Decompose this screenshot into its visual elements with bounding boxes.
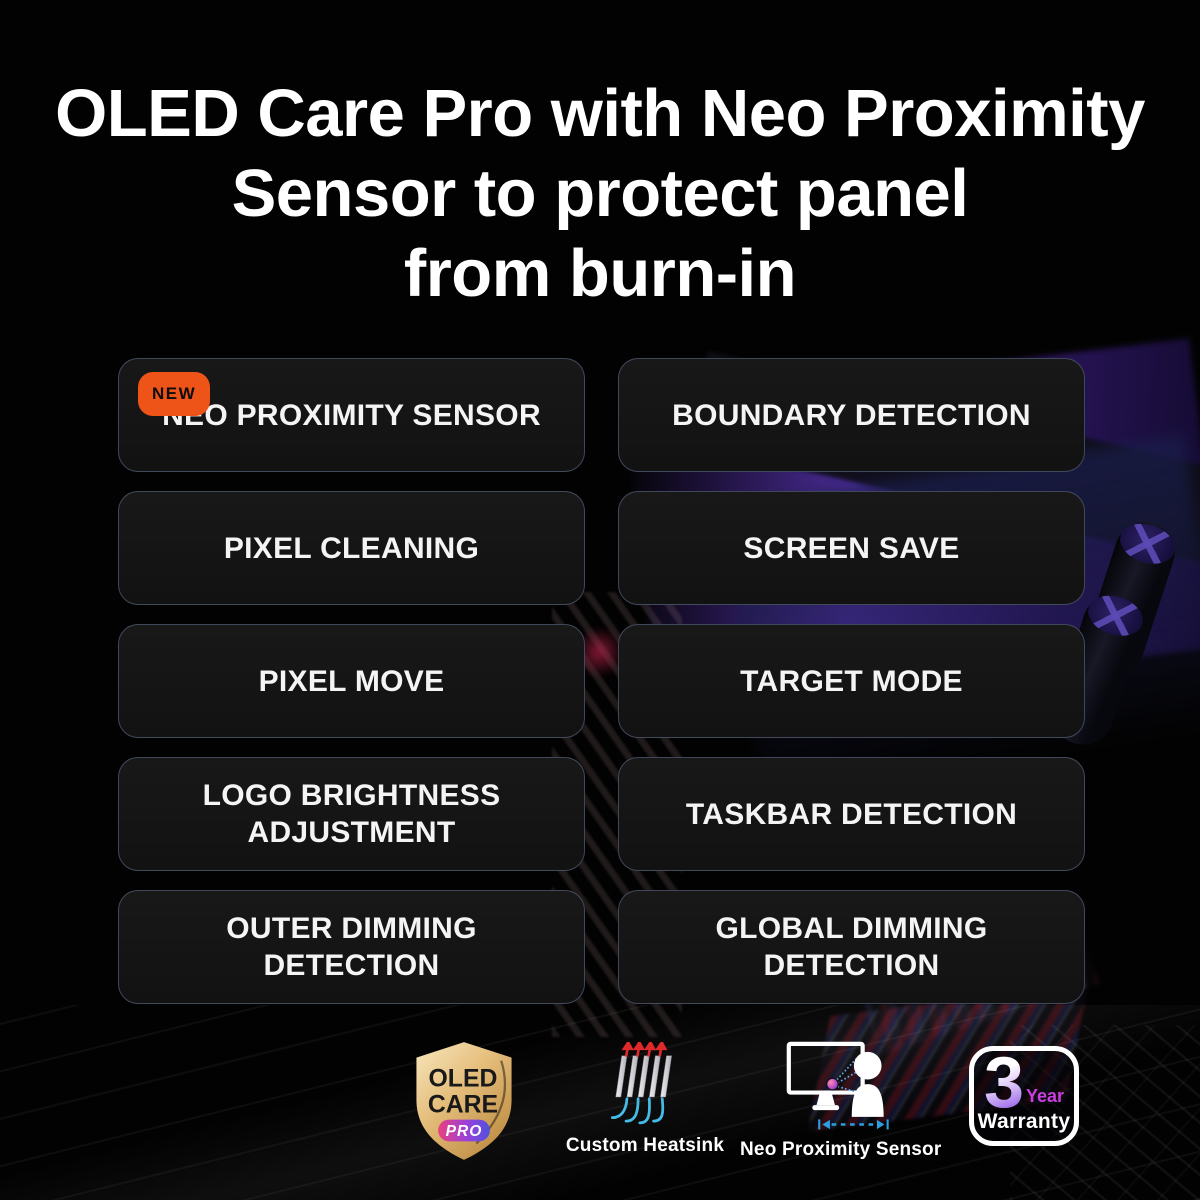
title-line-2: Sensor to protect panel [231, 156, 969, 231]
feature-card-taskbar-detection: TASKBAR DETECTION [618, 757, 1085, 871]
circuit-trace-art [1010, 1025, 1200, 1200]
feature-label: NEO PROXIMITY SENSOR [162, 398, 541, 432]
page-title: OLED Care Pro with Neo Proximity Sensor … [0, 74, 1200, 314]
feature-label: BOUNDARY DETECTION [672, 398, 1031, 432]
feature-card-pixel-move: PIXEL MOVE [118, 624, 585, 738]
feature-card-pixel-cleaning: PIXEL CLEANING [118, 491, 585, 605]
new-badge: NEW [138, 372, 211, 416]
feature-label: SCREEN SAVE [743, 531, 960, 565]
feature-label: PIXEL MOVE [258, 664, 445, 698]
feature-label: TASKBAR DETECTION [685, 797, 1018, 831]
title-line-1: OLED Care Pro with Neo Proximity [55, 76, 1145, 151]
title-line-3: from burn-in [403, 236, 797, 311]
feature-card-neo-proximity-sensor: NEW NEO PROXIMITY SENSOR [118, 358, 585, 472]
feature-card-logo-brightness-adjustment: LOGO BRIGHTNESS ADJUSTMENT [118, 757, 585, 871]
feature-card-outer-dimming-detection: OUTER DIMMING DETECTION [118, 890, 585, 1004]
feature-grid: NEW NEO PROXIMITY SENSOR BOUNDARY DETECT… [118, 358, 1085, 1004]
feature-label: TARGET MODE [740, 664, 963, 698]
feature-card-boundary-detection: BOUNDARY DETECTION [618, 358, 1085, 472]
feature-card-screen-save: SCREEN SAVE [618, 491, 1085, 605]
feature-label: GLOBAL DIMMING DETECTION [715, 912, 988, 982]
feature-label: LOGO BRIGHTNESS ADJUSTMENT [202, 779, 501, 849]
feature-label: PIXEL CLEANING [223, 531, 480, 565]
feature-card-target-mode: TARGET MODE [618, 624, 1085, 738]
feature-label: OUTER DIMMING DETECTION [226, 912, 477, 982]
feature-card-global-dimming-detection: GLOBAL DIMMING DETECTION [618, 890, 1085, 1004]
